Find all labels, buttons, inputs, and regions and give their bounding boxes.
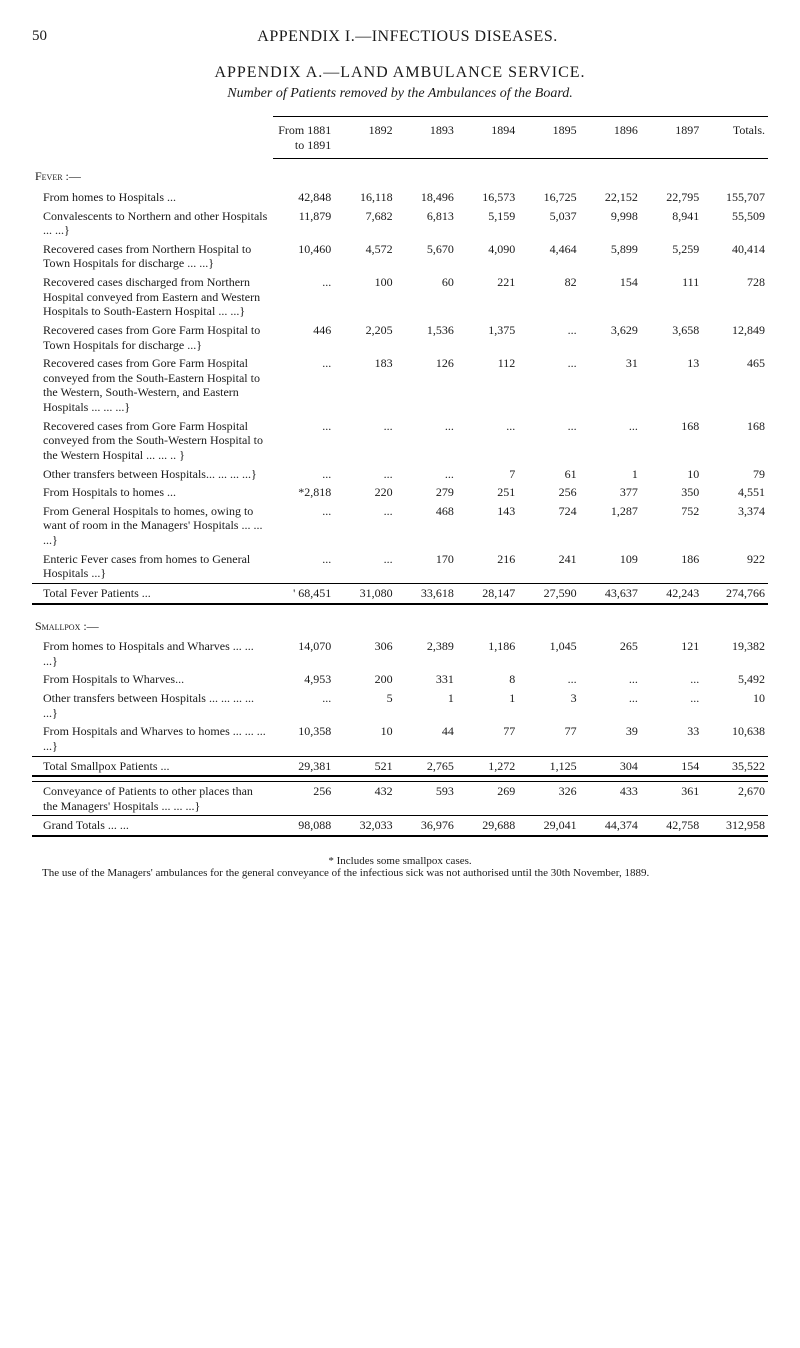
row-label: Conveyance of Patients to other places t…: [32, 782, 273, 816]
table-row: Recovered cases discharged from Northern…: [32, 273, 768, 321]
col-1895: 1895: [518, 117, 579, 159]
row-label: From homes to Hospitals and Wharves ... …: [32, 637, 273, 670]
page-number: 50: [32, 28, 47, 45]
col-1881-1891: From 1881 to 1891: [273, 117, 334, 159]
conveyance-row: Conveyance of Patients to other places t…: [32, 782, 768, 816]
footnote-main: The use of the Managers' ambulances for …: [42, 867, 758, 879]
row-label: Recovered cases from Gore Farm Hospital …: [32, 354, 273, 417]
row-label: Other transfers between Hospitals... ...…: [32, 465, 273, 484]
running-title: APPENDIX I.—INFECTIOUS DISEASES.: [32, 28, 768, 46]
section-heading: Fever :—: [32, 159, 768, 188]
col-totals: Totals.: [702, 117, 768, 159]
row-label: Other transfers between Hospitals ... ..…: [32, 689, 273, 722]
table-row: Enteric Fever cases from homes to Genera…: [32, 550, 768, 584]
col-1897: 1897: [641, 117, 702, 159]
table-row: Recovered cases from Gore Farm Hospital …: [32, 417, 768, 465]
table-row: From Hospitals to Wharves...4,9532003318…: [32, 670, 768, 689]
table-header-row: From 1881 to 1891 1892 1893 1894 1895 18…: [32, 117, 768, 159]
col-1892: 1892: [334, 117, 395, 159]
total-row: Total Smallpox Patients ...29,3815212,76…: [32, 756, 768, 776]
table-row: From homes to Hospitals ...42,84816,1181…: [32, 188, 768, 207]
row-label: From Hospitals to homes ...: [32, 483, 273, 502]
table-row: Convalescents to Northern and other Hosp…: [32, 207, 768, 240]
col-1896: 1896: [580, 117, 641, 159]
section-title: APPENDIX A.—LAND AMBULANCE SERVICE.: [32, 64, 768, 82]
table-row: Other transfers between Hospitals ... ..…: [32, 689, 768, 722]
footnote-star: * Includes some smallpox cases.: [42, 855, 758, 867]
table-row: From General Hospitals to homes, owing t…: [32, 502, 768, 550]
table-row: From homes to Hospitals and Wharves ... …: [32, 637, 768, 670]
col-1893: 1893: [396, 117, 457, 159]
table-row: From Hospitals to homes ...*2,8182202792…: [32, 483, 768, 502]
row-label: From homes to Hospitals ...: [32, 188, 273, 207]
row-label: From Hospitals to Wharves...: [32, 670, 273, 689]
row-label: From General Hospitals to homes, owing t…: [32, 502, 273, 550]
row-label: Total Fever Patients ...: [32, 583, 273, 603]
table-row: Recovered cases from Gore Farm Hospital …: [32, 321, 768, 354]
row-label: Recovered cases from Northern Hospital t…: [32, 240, 273, 273]
table-row: Other transfers between Hospitals... ...…: [32, 465, 768, 484]
row-label: Total Smallpox Patients ...: [32, 756, 273, 776]
row-label: Enteric Fever cases from homes to Genera…: [32, 550, 273, 584]
grand-total-row: Grand Totals ... ...98,08832,03336,97629…: [32, 816, 768, 836]
table-row: Recovered cases from Gore Farm Hospital …: [32, 354, 768, 417]
table-row: From Hospitals and Wharves to homes ... …: [32, 722, 768, 756]
patients-table: From 1881 to 1891 1892 1893 1894 1895 18…: [32, 116, 768, 841]
row-label: Recovered cases from Gore Farm Hospital …: [32, 417, 273, 465]
section-heading: Smallpox :—: [32, 609, 768, 638]
row-label: Convalescents to Northern and other Hosp…: [32, 207, 273, 240]
table-row: Recovered cases from Northern Hospital t…: [32, 240, 768, 273]
row-label: Recovered cases discharged from Northern…: [32, 273, 273, 321]
col-1894: 1894: [457, 117, 518, 159]
total-row: Total Fever Patients ...' 68,45131,08033…: [32, 583, 768, 603]
row-label: Recovered cases from Gore Farm Hospital …: [32, 321, 273, 354]
row-label: Grand Totals ... ...: [32, 816, 273, 836]
table-caption: Number of Patients removed by the Ambula…: [32, 86, 768, 102]
row-label: From Hospitals and Wharves to homes ... …: [32, 722, 273, 756]
